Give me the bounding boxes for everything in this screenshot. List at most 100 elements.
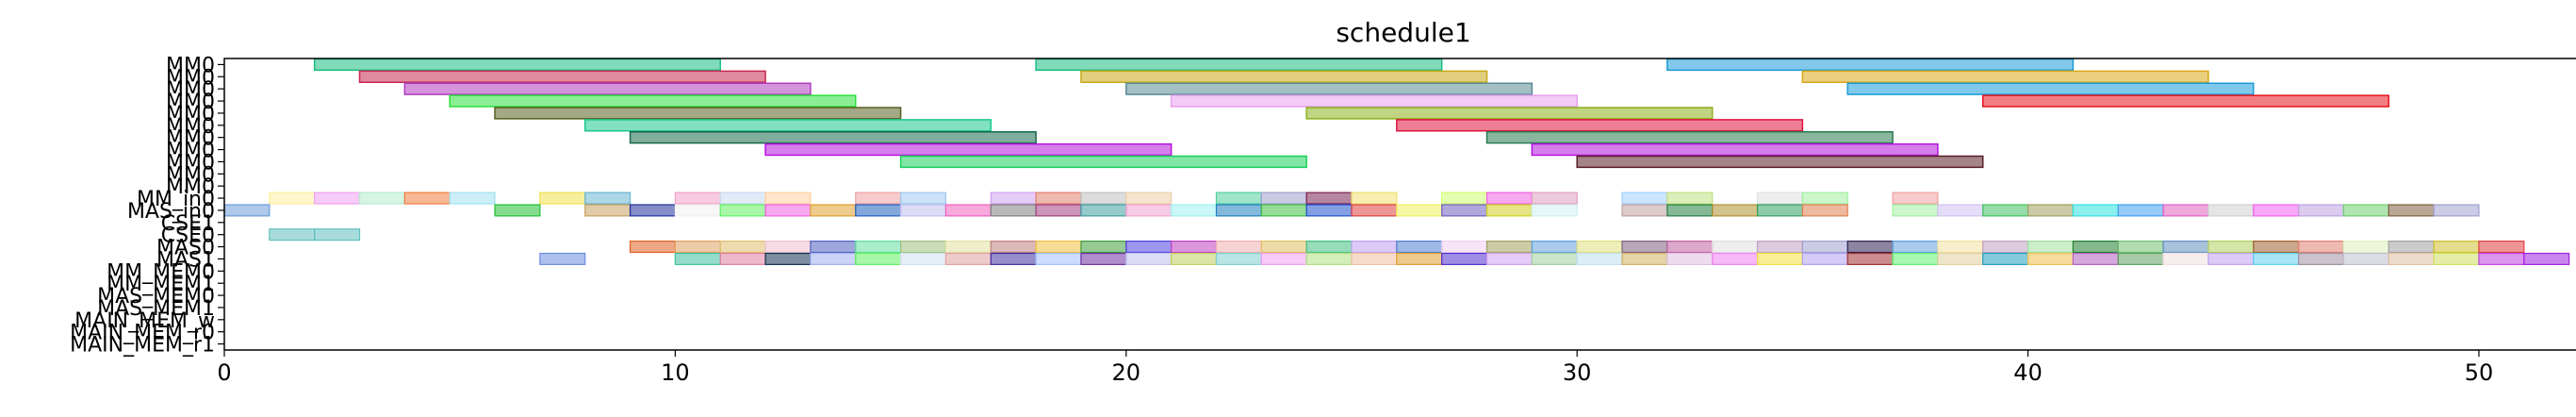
task-bar xyxy=(674,192,721,205)
task-bar xyxy=(990,252,1037,265)
task-bar xyxy=(1080,252,1127,265)
task-bar xyxy=(1215,241,1262,254)
task-bar xyxy=(1485,131,1894,144)
task-bar xyxy=(1982,252,2029,265)
y-tick-label: CSE0 xyxy=(161,225,215,248)
task-bar xyxy=(2026,241,2075,254)
task-bar xyxy=(1531,241,1578,254)
task-bar xyxy=(1666,252,1714,265)
y-tick-label: MAS_in0 xyxy=(127,200,215,224)
task-bar xyxy=(1351,192,1398,205)
task-bar xyxy=(899,252,947,265)
task-bar xyxy=(403,192,451,205)
task-bar xyxy=(1892,241,1939,254)
task-bar xyxy=(2207,252,2255,265)
x-axis: 0 10 20 30 40 50 xyxy=(217,350,2493,386)
task-bar xyxy=(1531,192,1578,205)
task-bar xyxy=(1441,241,1488,254)
task-bar xyxy=(1035,192,1082,205)
task-bar xyxy=(990,192,1037,205)
y-tick-label: MM0 xyxy=(166,54,215,77)
task-bar xyxy=(1441,204,1488,217)
task-bar xyxy=(358,70,766,83)
y-tick-label: MAS1 xyxy=(156,248,215,272)
plot-frame xyxy=(223,58,2576,351)
task-bar xyxy=(2207,241,2255,254)
task-bar xyxy=(1801,70,2209,83)
task-bar xyxy=(1125,252,1173,265)
y-tick-label: MAIN_MEM_r1 xyxy=(70,334,215,358)
y-tick-label: MM0 xyxy=(166,91,215,114)
y-tick-label: MM_MEM1 xyxy=(107,273,215,296)
task-bar xyxy=(1035,204,1082,217)
task-bar xyxy=(584,192,632,205)
task-bar xyxy=(1982,204,2029,217)
task-bar xyxy=(2117,241,2164,254)
task-bar xyxy=(1125,241,1173,254)
task-bar xyxy=(1621,204,1668,217)
task-bar xyxy=(2387,252,2435,265)
task-bar xyxy=(1801,252,1848,265)
x-tick-label: 0 xyxy=(217,359,231,386)
task-bar xyxy=(2072,204,2119,217)
y-tick-label: MM0 xyxy=(166,175,215,199)
y-tick-label: MM_in0 xyxy=(137,188,215,211)
task-bar xyxy=(2478,241,2525,254)
task-bar xyxy=(674,252,721,265)
task-bar xyxy=(1485,241,1533,254)
task-bar xyxy=(1666,192,1714,205)
y-tick-label: CSE1 xyxy=(161,212,215,236)
task-bar xyxy=(719,252,766,265)
task-bar xyxy=(2298,204,2345,217)
task-bar xyxy=(403,82,812,95)
task-bar xyxy=(944,204,992,217)
task-bar xyxy=(1531,252,1578,265)
x-tick-label: 30 xyxy=(1563,359,1592,386)
task-bar xyxy=(2117,252,2164,265)
task-bar xyxy=(2253,204,2300,217)
task-bar xyxy=(539,192,586,205)
y-tick-label: MAS_MEM1 xyxy=(97,297,215,321)
task-bar xyxy=(1937,204,1984,217)
task-bar xyxy=(1666,241,1714,254)
task-bar xyxy=(899,204,947,217)
task-bar xyxy=(1982,241,2029,254)
task-bar xyxy=(1171,241,1218,254)
task-bar xyxy=(1035,241,1082,254)
task-bar xyxy=(1937,252,1984,265)
task-bar xyxy=(314,228,361,242)
task-bar xyxy=(990,204,1037,217)
task-bar xyxy=(944,241,992,254)
task-bar xyxy=(2162,204,2209,217)
task-bar xyxy=(1485,252,1533,265)
task-bar xyxy=(674,204,721,217)
task-bar xyxy=(1305,252,1353,265)
task-bars xyxy=(223,58,2570,265)
task-bar xyxy=(1801,241,1848,254)
task-bar xyxy=(1396,119,1804,132)
task-bar xyxy=(629,241,676,254)
y-tick-label: MAIN_MEM_w xyxy=(74,309,215,333)
task-bar xyxy=(629,131,1037,144)
task-bar xyxy=(269,192,316,205)
x-tick-label: 20 xyxy=(1112,359,1141,386)
task-bar xyxy=(2433,204,2480,217)
task-bar xyxy=(449,94,857,108)
y-tick-label: MM0 xyxy=(166,140,215,163)
task-bar xyxy=(1125,82,1534,95)
task-bar xyxy=(1396,204,1443,217)
task-bar xyxy=(674,241,721,254)
task-bar xyxy=(1892,252,1939,265)
x-tick-label: 10 xyxy=(661,359,690,386)
task-bar xyxy=(1846,82,2255,95)
task-bar xyxy=(1756,252,1803,265)
y-tick-label: MM0 xyxy=(166,127,215,151)
task-bar xyxy=(1351,241,1398,254)
task-bar xyxy=(1171,204,1218,217)
task-bar xyxy=(1035,252,1082,265)
task-bar xyxy=(1171,252,1218,265)
y-tick-label: MAS0 xyxy=(156,237,215,260)
task-bar xyxy=(2478,252,2525,265)
